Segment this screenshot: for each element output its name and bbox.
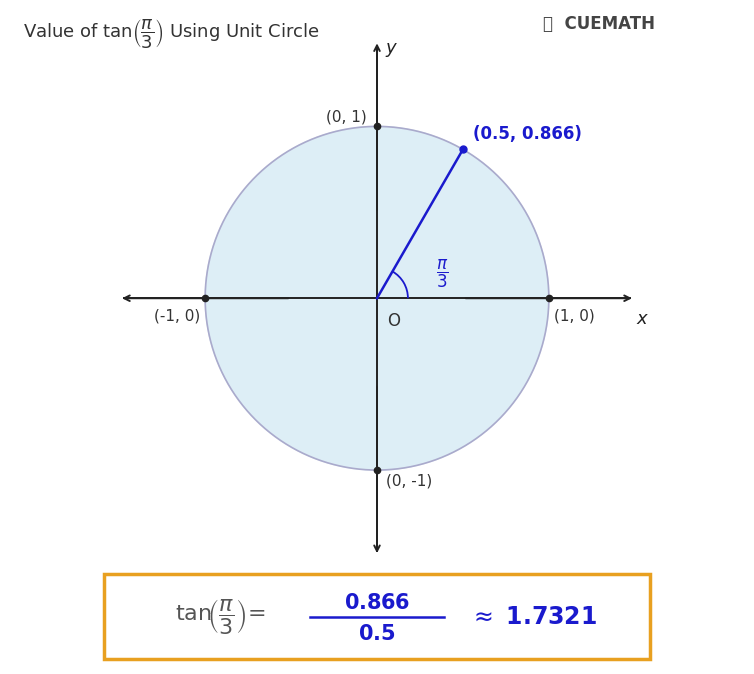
Text: Value of tan$\left(\dfrac{\pi}{3}\right)$ Using Unit Circle: Value of tan$\left(\dfrac{\pi}{3}\right)… — [23, 17, 319, 50]
Text: $\approx\ \mathbf{1.7321}$: $\approx\ \mathbf{1.7321}$ — [469, 605, 597, 629]
Text: $\mathbf{0.5}$: $\mathbf{0.5}$ — [358, 623, 396, 644]
Text: $\dfrac{\pi}{3}$: $\dfrac{\pi}{3}$ — [436, 258, 449, 290]
Text: (1, 0): (1, 0) — [554, 309, 595, 324]
Polygon shape — [205, 127, 549, 470]
Text: O: O — [388, 312, 400, 330]
Text: x: x — [636, 310, 647, 328]
Text: $\mathbf{0.866}$: $\mathbf{0.866}$ — [344, 592, 410, 613]
Text: (0.5, 0.866): (0.5, 0.866) — [474, 125, 582, 143]
Text: (0, 1): (0, 1) — [326, 110, 366, 125]
Text: (0, -1): (0, -1) — [385, 474, 432, 489]
Text: $\mathrm{tan}\!\left(\dfrac{\pi}{3}\right)\!=\!$: $\mathrm{tan}\!\left(\dfrac{\pi}{3}\righ… — [176, 597, 266, 636]
Text: y: y — [385, 39, 396, 57]
Text: 🚀  CUEMATH: 🚀 CUEMATH — [543, 15, 655, 33]
Text: (-1, 0): (-1, 0) — [154, 309, 200, 324]
